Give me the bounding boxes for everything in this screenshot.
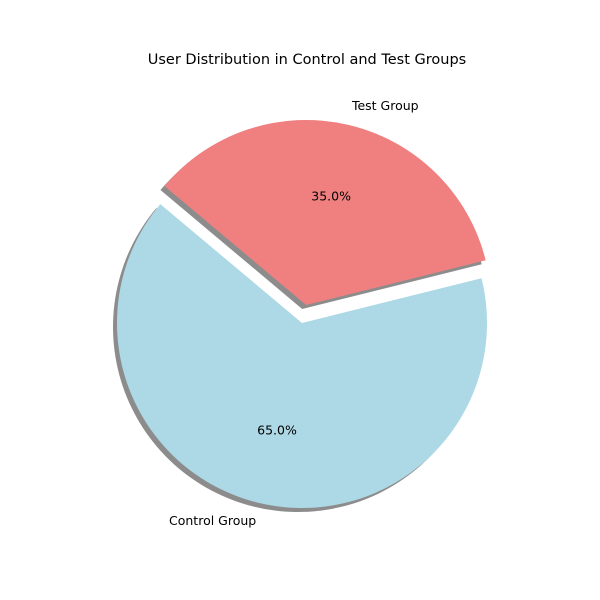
chart-title: User Distribution in Control and Test Gr… bbox=[148, 52, 466, 68]
pie-slices bbox=[117, 119, 488, 509]
slice-percent-test-group: 35.0% bbox=[311, 188, 351, 203]
pie-slice-control-group bbox=[117, 204, 488, 509]
pie-labels: Control Group 65.0% Test Group 35.0% bbox=[169, 98, 419, 528]
slice-percent-control-group: 65.0% bbox=[257, 423, 297, 438]
slice-label-control-group: Control Group bbox=[169, 513, 256, 528]
pie-slice-test-group bbox=[164, 119, 486, 305]
slice-label-test-group: Test Group bbox=[351, 98, 419, 113]
